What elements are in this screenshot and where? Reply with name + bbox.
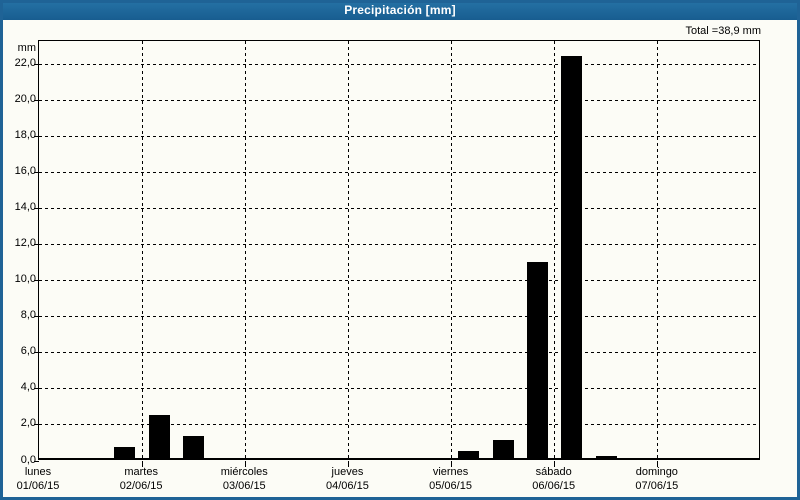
- x-day-label-miércoles: miércoles 03/06/15: [184, 465, 304, 493]
- bar-lunes-period3: [114, 447, 136, 458]
- chart-title-bar: Precipitación [mm]: [3, 3, 797, 20]
- y-axis-unit-label: mm: [17, 42, 36, 54]
- y-gridline-2,0: [39, 424, 759, 426]
- y-tickmark-12,0: [34, 244, 39, 246]
- day-name: lunes: [24, 466, 52, 478]
- x-day-label-lunes: lunes 01/06/15: [3, 465, 98, 493]
- y-tickmark-8,0: [34, 316, 39, 318]
- x-gridline-viernes: [451, 41, 453, 458]
- y-tickmark-20,0: [34, 99, 39, 101]
- day-name: jueves: [331, 466, 364, 478]
- day-name: domingo: [635, 466, 678, 478]
- bar-sábado-period2: [595, 456, 617, 458]
- plot-area: [34, 40, 760, 467]
- x-gridline-martes: [141, 41, 143, 458]
- y-gridline-4,0: [39, 388, 759, 390]
- day-date: 07/06/15: [635, 480, 679, 492]
- chart-title: Precipitación [mm]: [344, 3, 456, 17]
- y-tickmark-22,0: [34, 63, 39, 65]
- day-date: 02/06/15: [119, 480, 163, 492]
- x-gridline-domingo: [657, 41, 659, 458]
- x-gridline-sábado: [554, 41, 556, 458]
- x-tickmark-martes: [141, 461, 143, 467]
- x-day-label-martes: martes 02/06/15: [81, 465, 201, 493]
- y-tickmark-16,0: [34, 172, 39, 174]
- y-gridline-22,0: [39, 63, 759, 65]
- y-tickmark-6,0: [34, 352, 39, 354]
- day-name: viernes: [432, 466, 469, 478]
- y-tick-label-6,0: 6,0: [20, 345, 36, 358]
- y-tick-label-18,0: 18,0: [14, 129, 36, 142]
- y-gridline-12,0: [39, 244, 759, 246]
- x-tickmark-jueves: [347, 461, 349, 467]
- bar-martes-period1: [148, 414, 170, 458]
- day-name: sábado: [535, 466, 572, 478]
- day-date: 06/06/15: [532, 480, 576, 492]
- y-tick-label-16,0: 16,0: [14, 165, 36, 178]
- x-tickmark-domingo: [657, 461, 659, 467]
- day-name: martes: [124, 466, 158, 478]
- y-tickmark-2,0: [34, 424, 39, 426]
- y-tick-label-10,0: 10,0: [14, 273, 36, 286]
- y-gridline-14,0: [39, 208, 759, 210]
- x-gridline-miércoles: [244, 41, 246, 458]
- y-tick-label-4,0: 4,0: [20, 381, 36, 394]
- y-tick-label-0,0: 0,0: [20, 453, 36, 466]
- y-gridline-8,0: [39, 316, 759, 318]
- y-tickmark-14,0: [34, 208, 39, 210]
- day-date: 03/06/15: [222, 480, 266, 492]
- y-tick-label-2,0: 2,0: [20, 417, 36, 430]
- total-label: Total =38,9 mm: [685, 25, 761, 37]
- y-tick-label-12,0: 12,0: [14, 237, 36, 250]
- x-day-label-viernes: viernes 05/06/15: [391, 465, 511, 493]
- y-gridline-16,0: [39, 172, 759, 174]
- x-day-label-domingo: domingo 07/06/15: [597, 465, 717, 493]
- day-date: 05/06/15: [429, 480, 472, 492]
- y-gridline-10,0: [39, 280, 759, 282]
- day-name: miércoles: [220, 466, 268, 478]
- day-date: 01/06/15: [16, 480, 60, 492]
- x-day-label-jueves: jueves 04/06/15: [287, 465, 407, 493]
- y-gridline-20,0: [39, 99, 759, 101]
- y-gridline-6,0: [39, 352, 759, 354]
- x-gridline-jueves: [347, 41, 349, 458]
- x-tickmark-sábado: [554, 461, 556, 467]
- y-gridline-18,0: [39, 136, 759, 138]
- bar-viernes-period3: [527, 261, 549, 458]
- y-axis: mm 0,0 2,0 4,0 6,0 8,0 10,0 12,0 14,0 16,0 18,0 20…: [3, 40, 36, 466]
- x-tickmark-miércoles: [244, 461, 246, 467]
- y-tick-label-14,0: 14,0: [14, 201, 36, 214]
- x-axis: lunes 01/06/15 martes 02/06/15 miércoles 03/0…: [3, 465, 797, 495]
- bar-viernes-period2: [492, 439, 514, 458]
- bar-sábado-period1: [561, 56, 583, 458]
- y-tickmark-4,0: [34, 388, 39, 390]
- y-tickmark-10,0: [34, 280, 39, 282]
- y-tickmark-18,0: [34, 136, 39, 138]
- bar-martes-period2: [183, 436, 205, 458]
- x-day-label-sábado: sábado 06/06/15: [494, 465, 614, 493]
- x-tickmark-viernes: [451, 461, 453, 467]
- y-tick-label-8,0: 8,0: [20, 309, 36, 322]
- y-tick-label-20,0: 20,0: [14, 92, 36, 105]
- y-tickmark-0,0: [34, 460, 39, 462]
- y-tick-label-22,0: 22,0: [14, 56, 36, 69]
- bar-viernes-period1: [458, 450, 480, 458]
- day-date: 04/06/15: [326, 480, 369, 492]
